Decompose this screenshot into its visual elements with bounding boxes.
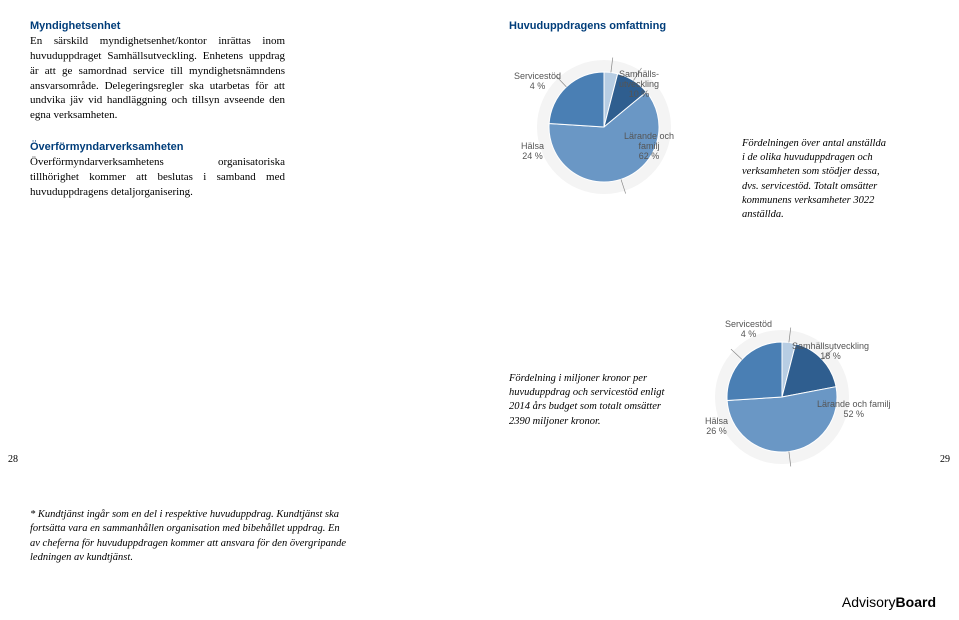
pie-slice-label: Samhälls-utveckling10 % [619,70,659,100]
left-text-column: Myndighetsenhet En särskild myndighetsen… [30,20,285,200]
paragraph-myndighetsenhet: En särskild myndighetsenhet/kontor inrät… [30,34,285,123]
sidenote-chart1-col: Fördelningen över antal anställda i de o… [742,42,887,222]
chart2-row: Fördelning i miljoner kronor per huvudup… [509,312,928,472]
pie-slice-label: Lärande ochfamilj62 % [624,132,674,162]
logo-word-advisory: Advisory [842,594,896,610]
paragraph-overformyndar: Överförmyndarverksamhetens organisatoris… [30,155,285,200]
pie-slice-label: Samhällsutveckling18 % [792,342,869,362]
sidenote-chart2: Fördelning i miljoner kronor per huvudup… [509,372,669,429]
page-number-left: 28 [8,454,18,465]
pie-slice-label: Servicestöd4 % [514,72,561,92]
logo-advisoryboard: AdvisoryBoard [842,594,936,610]
pie-slice-label: Hälsa26 % [705,417,728,437]
pie-slice-label: Servicestöd4 % [725,320,772,340]
right-page: Huvuduppdragens omfattning Servicestöd4 … [479,0,958,620]
pie-svg [509,42,724,202]
pie-slice-label: Hälsa24 % [521,142,544,162]
logo-word-board: Board [896,594,936,610]
footnote-kundtjanst: * Kundtjänst ingår som en del i respekti… [30,508,350,565]
heading-huvuduppdragens: Huvuduppdragens omfattning [509,20,928,32]
heading-myndighetsenhet: Myndighetsenhet [30,20,285,32]
section-overformyndar: Överförmyndarverksamheten Överförmyndarv… [30,141,285,200]
chart1-row: Servicestöd4 % Samhälls-utveckling10 % Lär… [509,42,928,222]
sidenote-chart2-col: Fördelning i miljoner kronor per huvudup… [509,312,669,429]
pie-chart-anstallda: Servicestöd4 % Samhälls-utveckling10 % Lär… [509,42,724,202]
page-number-right: 29 [940,454,950,465]
pie-svg [687,312,902,472]
left-page: Myndighetsenhet En särskild myndighetsen… [0,0,479,620]
section-myndighetsenhet: Myndighetsenhet En särskild myndighetsen… [30,20,285,123]
pie-chart-budget: Servicestöd4 % Samhällsutveckling18 % Lära… [687,312,902,472]
sidenote-chart1: Fördelningen över antal anställda i de o… [742,137,887,222]
pie-slice-label: Lärande och familj52 % [817,400,891,420]
heading-overformyndar: Överförmyndarverksamheten [30,141,285,153]
